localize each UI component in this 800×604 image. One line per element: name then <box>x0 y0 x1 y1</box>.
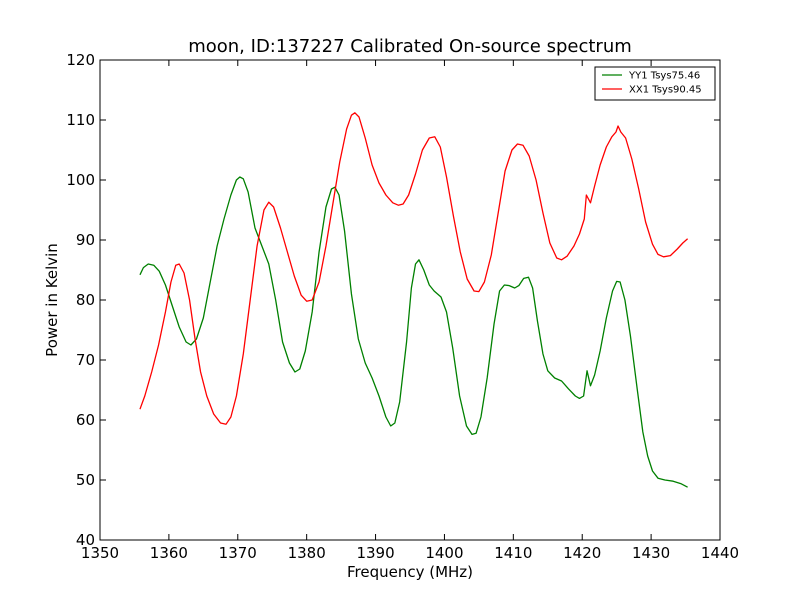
y-tick-label: 40 <box>76 531 95 549</box>
x-tick-label: 1360 <box>150 544 188 562</box>
x-tick-label: 1440 <box>701 544 739 562</box>
x-tick-label: 1430 <box>632 544 670 562</box>
x-tick-label: 1420 <box>563 544 601 562</box>
x-tick-label: 1400 <box>425 544 463 562</box>
y-tick-label: 70 <box>76 351 95 369</box>
legend-frame <box>594 66 716 101</box>
legend: YY1 Tsys75.46 XX1 Tsys90.45 <box>594 66 716 101</box>
x-tick-label: 1370 <box>219 544 257 562</box>
series-line-0 <box>139 176 688 488</box>
y-tick-label: 100 <box>66 171 95 189</box>
y-tick-label: 60 <box>76 411 95 429</box>
x-tick-label: 1410 <box>494 544 532 562</box>
y-tick-label: 110 <box>66 111 95 129</box>
y-tick-label: 90 <box>76 231 95 249</box>
y-axis-label: Power in Kelvin <box>43 243 61 357</box>
chart-title: moon, ID:137227 Calibrated On-source spe… <box>188 36 632 57</box>
x-axis-label: Frequency (MHz) <box>347 563 473 581</box>
y-tick-label: 80 <box>76 291 95 309</box>
y-tick-label: 120 <box>66 51 95 69</box>
series-layer <box>139 112 689 488</box>
legend-label-yy1: YY1 Tsys75.46 <box>628 71 700 82</box>
y-tick-label: 50 <box>76 471 95 489</box>
x-tick-label: 1350 <box>81 544 119 562</box>
plot-frame <box>99 59 721 541</box>
legend-label-xx1: XX1 Tsys90.45 <box>629 85 702 96</box>
x-tick-label: 1390 <box>356 544 394 562</box>
series-line-1 <box>139 112 689 425</box>
tick-layer: 1350 1360 1370 1380 1390 1400 1410 1420 1430 1440… <box>66 51 739 562</box>
x-tick-label: 1380 <box>288 544 326 562</box>
